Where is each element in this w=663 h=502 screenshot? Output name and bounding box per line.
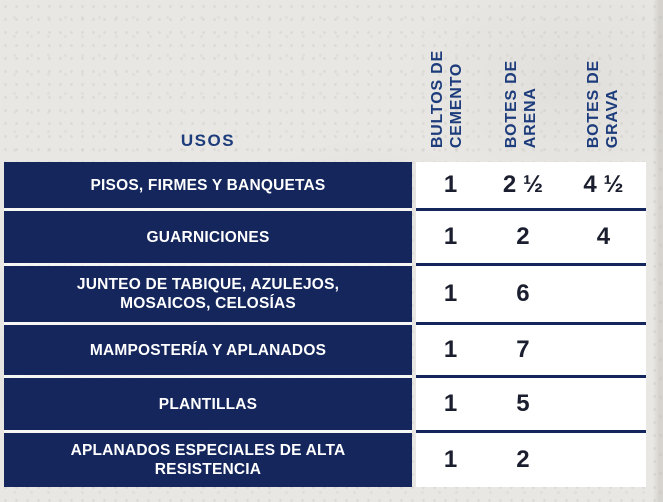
row-values: 1 6 [416, 266, 646, 322]
row-values: 1 2 [416, 433, 646, 487]
value-cemento: 1 [443, 446, 458, 473]
uso-label: APLANADOS ESPECIALES DE ALTA RESISTENCIA [4, 433, 412, 487]
uso-label: JUNTEO DE TABIQUE, AZULEJOS, MOSAICOS, C… [4, 266, 412, 322]
value-arena: 6 [516, 280, 530, 307]
column-header-botes-de-grava: BOTES DE GRAVA [585, 59, 621, 148]
column-header-bultos-de-cemento: BULTOS DE CEMENTO [429, 49, 465, 148]
row-values: 1 7 [416, 325, 646, 375]
row-values: 1 2 ½ 4 ½ [416, 162, 646, 208]
uso-label: PISOS, FIRMES Y BANQUETAS [4, 162, 412, 208]
value-cemento: 1 [443, 280, 458, 307]
uso-label: GUARNICIONES [4, 211, 412, 263]
value-arena: 2 [516, 446, 530, 473]
table-row: APLANADOS ESPECIALES DE ALTA RESISTENCIA… [4, 433, 646, 487]
table-row: MAMPOSTERÍA Y APLANADOS 1 7 [4, 325, 646, 375]
mix-ratio-table: PISOS, FIRMES Y BANQUETAS 1 2 ½ 4 ½ GUAR… [4, 162, 646, 487]
row-values: 1 2 4 [416, 211, 646, 263]
value-grava: 4 [596, 223, 611, 250]
usos-column-header: USOS [180, 131, 236, 150]
value-arena: 7 [516, 336, 530, 363]
value-arena: 2 [516, 223, 530, 250]
row-values: 1 5 [416, 378, 646, 430]
value-grava: 4 ½ [583, 171, 624, 198]
column-header-botes-de-arena: BOTES DE ARENA [503, 59, 539, 148]
table-row: PISOS, FIRMES Y BANQUETAS 1 2 ½ 4 ½ [4, 162, 646, 208]
uso-label: MAMPOSTERÍA Y APLANADOS [4, 325, 412, 375]
table-row: PLANTILLAS 1 5 [4, 378, 646, 430]
uso-label: PLANTILLAS [4, 378, 412, 430]
value-cemento: 1 [443, 336, 458, 363]
table-row: JUNTEO DE TABIQUE, AZULEJOS, MOSAICOS, C… [4, 266, 646, 322]
value-cemento: 1 [443, 390, 458, 417]
table-row: GUARNICIONES 1 2 4 [4, 211, 646, 263]
value-cemento: 1 [443, 223, 458, 250]
value-cemento: 1 [443, 171, 458, 198]
value-arena: 5 [516, 390, 530, 417]
value-arena: 2 ½ [502, 171, 543, 198]
